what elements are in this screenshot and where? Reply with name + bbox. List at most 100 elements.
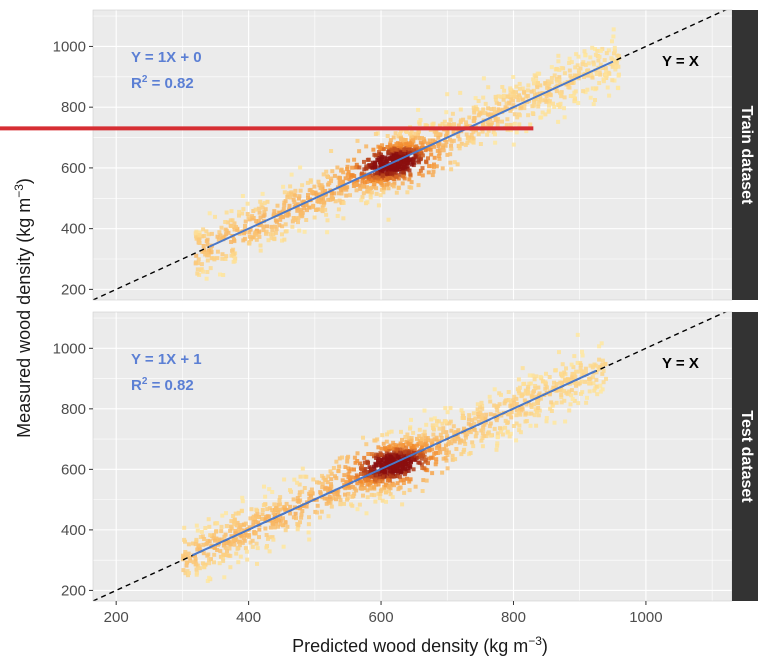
density-point	[411, 430, 416, 435]
density-point	[351, 180, 356, 185]
density-point	[402, 490, 407, 495]
density-point	[451, 138, 456, 143]
density-point	[274, 521, 279, 526]
density-point	[573, 98, 578, 103]
density-point	[430, 173, 435, 178]
density-point	[295, 527, 300, 532]
density-point	[448, 152, 453, 157]
density-point	[420, 489, 425, 493]
density-point	[401, 477, 406, 482]
density-point	[429, 455, 434, 460]
density-point	[402, 472, 407, 477]
density-point	[457, 137, 462, 142]
density-point	[601, 77, 606, 82]
density-point	[404, 439, 409, 444]
density-point	[427, 138, 432, 143]
density-point	[567, 68, 572, 73]
density-point	[270, 508, 275, 513]
density-point	[325, 480, 330, 485]
density-point	[461, 413, 465, 418]
density-point	[408, 143, 412, 148]
density-point	[215, 548, 220, 552]
density-point	[483, 416, 488, 421]
density-point	[514, 130, 519, 135]
density-point	[328, 500, 333, 505]
density-point	[396, 443, 401, 448]
density-point	[516, 377, 521, 382]
density-point	[284, 501, 289, 506]
density-point	[544, 94, 549, 98]
density-point	[302, 206, 307, 211]
density-point	[378, 164, 383, 169]
density-point	[251, 209, 256, 213]
density-point	[365, 495, 370, 500]
density-point	[452, 160, 457, 165]
density-point	[557, 78, 562, 83]
density-point	[408, 172, 413, 177]
density-point	[385, 471, 390, 476]
density-point	[594, 384, 599, 389]
density-point	[488, 421, 493, 426]
density-point	[409, 134, 414, 139]
density-point	[599, 341, 604, 346]
density-point	[404, 130, 409, 134]
density-point	[366, 452, 371, 456]
density-point	[415, 436, 419, 441]
density-point	[579, 391, 583, 396]
density-point	[308, 492, 313, 497]
density-point	[535, 399, 539, 404]
density-point	[372, 182, 377, 186]
density-point	[258, 199, 263, 204]
density-point	[385, 478, 390, 483]
density-cloud	[180, 332, 608, 583]
density-point	[546, 83, 551, 88]
density-point	[194, 253, 199, 258]
density-point	[278, 214, 283, 219]
density-point	[231, 514, 236, 518]
density-point	[253, 230, 258, 235]
density-point	[493, 97, 498, 102]
density-point	[468, 430, 473, 435]
density-point	[517, 81, 522, 86]
density-point	[404, 445, 409, 450]
y-axis-title: Measured wood density (kg m−3)	[12, 178, 34, 438]
density-point	[516, 411, 521, 416]
density-point	[270, 535, 275, 540]
density-point	[258, 243, 263, 248]
density-point	[457, 143, 462, 148]
density-point	[392, 483, 397, 488]
density-point	[440, 421, 445, 426]
density-point	[320, 205, 325, 210]
density-point	[403, 467, 408, 472]
density-point	[517, 408, 521, 413]
density-point	[304, 218, 309, 222]
panel-background	[93, 10, 732, 300]
density-point	[379, 152, 383, 157]
density-point	[414, 147, 419, 152]
density-point	[280, 209, 285, 214]
density-point	[461, 117, 466, 122]
density-point	[264, 533, 269, 537]
density-point	[362, 172, 367, 177]
density-point	[376, 176, 381, 181]
density-point	[337, 456, 342, 461]
density-point	[219, 524, 224, 529]
density-point	[394, 142, 399, 147]
density-point	[537, 91, 542, 96]
density-point	[358, 461, 362, 466]
density-point	[278, 217, 283, 222]
density-point	[207, 539, 212, 544]
density-point	[447, 122, 451, 127]
density-point	[508, 122, 513, 127]
density-point	[354, 473, 359, 478]
density-point	[236, 560, 241, 565]
density-point	[340, 478, 345, 483]
density-point	[346, 466, 351, 471]
density-point	[278, 502, 282, 507]
density-point	[532, 81, 536, 86]
density-point	[616, 64, 621, 69]
density-point	[386, 217, 391, 222]
density-point	[293, 203, 298, 208]
density-point	[562, 370, 567, 375]
density-point	[499, 94, 504, 99]
